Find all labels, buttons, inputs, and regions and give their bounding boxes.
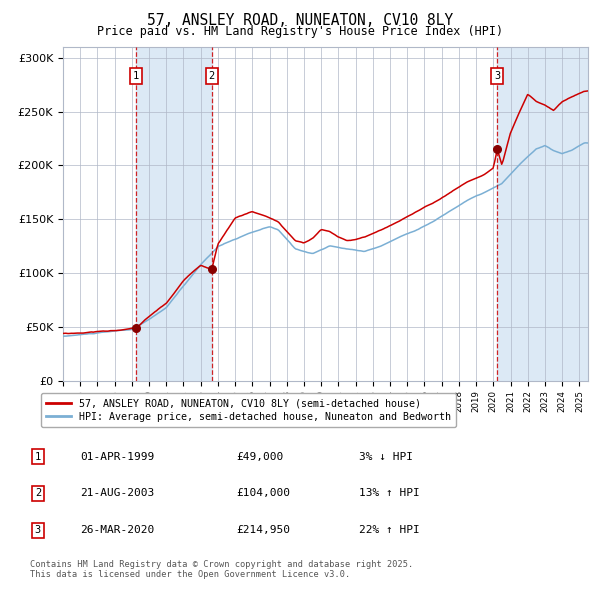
Bar	[136, 47, 212, 381]
Text: 01-APR-1999: 01-APR-1999	[80, 452, 154, 461]
Text: 2: 2	[35, 489, 41, 499]
Text: Price paid vs. HM Land Registry's House Price Index (HPI): Price paid vs. HM Land Registry's House …	[97, 25, 503, 38]
Text: 26-MAR-2020: 26-MAR-2020	[80, 525, 154, 535]
Text: 1: 1	[133, 71, 139, 81]
Text: £214,950: £214,950	[236, 525, 290, 535]
Text: 22% ↑ HPI: 22% ↑ HPI	[359, 525, 419, 535]
Bar	[497, 47, 588, 381]
Text: £49,000: £49,000	[236, 452, 283, 461]
Text: Contains HM Land Registry data © Crown copyright and database right 2025.
This d: Contains HM Land Registry data © Crown c…	[30, 560, 413, 579]
Text: 1: 1	[35, 452, 41, 461]
Text: 3% ↓ HPI: 3% ↓ HPI	[359, 452, 413, 461]
Text: £104,000: £104,000	[236, 489, 290, 499]
Legend: 57, ANSLEY ROAD, NUNEATON, CV10 8LY (semi-detached house), HPI: Average price, s: 57, ANSLEY ROAD, NUNEATON, CV10 8LY (sem…	[41, 393, 456, 427]
Text: 21-AUG-2003: 21-AUG-2003	[80, 489, 154, 499]
Text: 13% ↑ HPI: 13% ↑ HPI	[359, 489, 419, 499]
Text: 2: 2	[209, 71, 215, 81]
Text: 57, ANSLEY ROAD, NUNEATON, CV10 8LY: 57, ANSLEY ROAD, NUNEATON, CV10 8LY	[147, 13, 453, 28]
Text: 3: 3	[494, 71, 500, 81]
Text: 3: 3	[35, 525, 41, 535]
